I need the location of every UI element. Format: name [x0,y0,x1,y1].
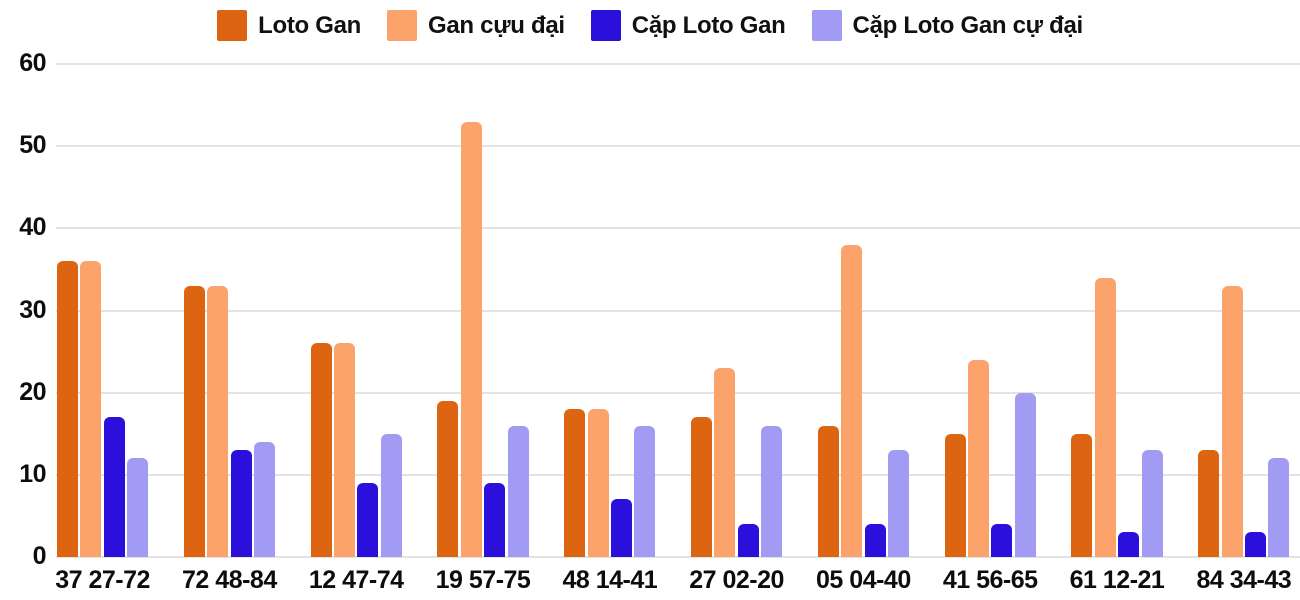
x-axis-label: 48 14-41 [562,566,658,594]
bar-12_47-74-series-2 [357,483,379,557]
bar-27_02-20-series-2 [737,524,759,557]
y-axis-tick-label: 40 [19,213,46,242]
bar-05_04-40-series-1 [841,244,863,557]
bar-48_14-41-series-2 [611,499,632,557]
bar-84_34-43-series-3 [1268,458,1290,557]
x-axis-label: 19 57-75 [435,566,531,594]
x-axis-label: 05 04-40 [816,566,911,594]
bar-61_12-21-series-3 [1141,450,1163,557]
bar-41_56-65-series-3 [1014,392,1036,557]
bar-48_14-41-series-3 [634,425,656,557]
bar-19_57-75-series-3 [507,425,529,557]
legend-swatch-icon [217,10,248,41]
chart-legend: Loto Gan Gan cựu đại Cặp Loto Gan Cặp Loto … [0,10,1300,41]
gridline-y-10 [56,473,1300,476]
legend-label: Loto Gan [258,11,362,39]
y-axis-tick-label: 30 [19,295,46,324]
bar-41_56-65-series-2 [991,524,1013,557]
bar-37_27-72-series-1 [80,261,102,557]
bar-19_57-75-series-1 [460,121,482,557]
bar-48_14-41-series-1 [587,409,609,557]
bar-84_34-43-series-1 [1221,285,1243,557]
x-axis-label: 27 02-20 [689,566,784,594]
bar-27_02-20-series-3 [761,425,783,557]
bar-41_56-65-series-1 [968,359,989,557]
bar-84_34-43-series-2 [1245,532,1266,557]
legend-swatch-icon [387,10,418,41]
gridline-y-30 [56,309,1300,312]
bar-61_12-21-series-2 [1118,532,1140,557]
bar-48_14-41-series-0 [564,409,586,557]
legend-item-3[interactable]: Cặp Loto Gan cự đại [811,10,1084,41]
legend-label: Gan cựu đại [428,11,565,39]
gridline-y-50 [56,145,1300,148]
bar-12_47-74-series-1 [334,343,355,557]
bar-12_47-74-series-0 [310,343,332,557]
x-axis-label: 84 34-43 [1196,566,1292,594]
gridline-y-60 [56,63,1300,65]
x-axis-label: 41 56-65 [942,566,1038,594]
x-axis-label: 72 48-84 [182,566,277,594]
bar-37_27-72-series-0 [57,261,78,557]
y-axis-tick-label: 60 [19,49,46,77]
bar-61_12-21-series-0 [1071,433,1093,557]
gridline-y-40 [56,227,1300,230]
x-axis-label: 12 47-74 [308,566,404,594]
bar-72_48-84-series-3 [254,441,275,557]
legend-label: Cặp Loto Gan cự đại [852,11,1084,39]
bar-72_48-84-series-2 [230,450,252,557]
bar-05_04-40-series-3 [888,450,909,557]
y-axis-tick-label: 10 [19,459,46,488]
y-axis-tick-label: 50 [19,131,46,160]
bar-61_12-21-series-1 [1094,277,1116,557]
bar-05_04-40-series-0 [817,425,839,557]
legend-swatch-icon [590,10,621,41]
bar-72_48-84-series-0 [183,285,205,557]
x-axis-label: 37 27-72 [55,566,150,594]
bar-27_02-20-series-1 [714,368,736,557]
legend-item-0[interactable]: Loto Gan [217,10,361,41]
legend-item-2[interactable]: Cặp Loto Gan [590,10,786,41]
bar-37_27-72-series-2 [103,417,125,557]
legend-label: Cặp Loto Gan [631,11,786,39]
bar-72_48-84-series-1 [207,285,229,557]
bar-12_47-74-series-3 [380,433,402,557]
x-axis-label: 61 12-21 [1069,566,1165,594]
gridline-y-0 [56,556,1300,558]
bar-19_57-75-series-2 [484,483,506,557]
bar-05_04-40-series-2 [864,524,886,557]
bar-84_34-43-series-0 [1198,450,1220,557]
y-axis-tick-label: 20 [19,377,46,406]
bar-37_27-72-series-3 [127,458,149,557]
bar-41_56-65-series-0 [944,433,966,557]
legend-swatch-icon [811,10,842,41]
legend-item-1[interactable]: Gan cựu đại [387,10,565,41]
bar-27_02-20-series-0 [691,417,712,557]
gridline-y-20 [56,391,1300,394]
y-axis-tick-label: 0 [32,542,47,570]
bar-19_57-75-series-0 [437,400,459,557]
